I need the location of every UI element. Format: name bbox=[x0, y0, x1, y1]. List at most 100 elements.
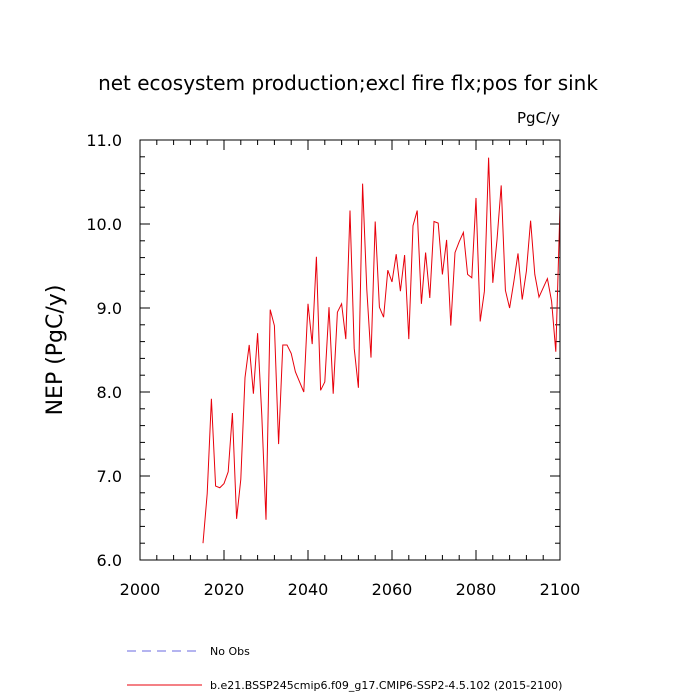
data-point bbox=[471, 277, 473, 279]
data-point bbox=[206, 493, 208, 495]
data-point bbox=[265, 519, 267, 521]
data-point bbox=[416, 210, 418, 212]
data-point bbox=[227, 471, 229, 473]
data-point bbox=[324, 381, 326, 383]
data-point bbox=[500, 185, 502, 187]
data-point bbox=[240, 479, 242, 481]
data-point bbox=[433, 221, 435, 223]
x-tick-label: 2020 bbox=[204, 580, 245, 599]
x-tick-label: 2080 bbox=[456, 580, 497, 599]
data-point bbox=[282, 344, 284, 346]
data-point bbox=[269, 309, 271, 311]
data-point bbox=[526, 270, 528, 272]
data-point bbox=[454, 252, 456, 254]
data-point bbox=[253, 393, 255, 395]
x-tick-label: 2060 bbox=[372, 580, 413, 599]
data-point bbox=[475, 197, 477, 199]
data-point bbox=[278, 443, 280, 445]
data-point bbox=[257, 332, 259, 334]
y-tick-label: 7.0 bbox=[97, 467, 122, 486]
data-point bbox=[555, 351, 557, 353]
data-point bbox=[349, 210, 351, 212]
data-point bbox=[492, 282, 494, 284]
data-point bbox=[303, 391, 305, 393]
data-point bbox=[328, 306, 330, 308]
units-label: PgC/y bbox=[517, 109, 560, 127]
data-point bbox=[521, 299, 523, 301]
data-point bbox=[538, 296, 540, 298]
data-point bbox=[463, 232, 465, 234]
data-point bbox=[358, 387, 360, 389]
y-tick-label: 6.0 bbox=[97, 551, 122, 570]
data-point bbox=[442, 274, 444, 276]
y-tick-label: 9.0 bbox=[97, 299, 122, 318]
data-point bbox=[341, 303, 343, 305]
data-point bbox=[534, 274, 536, 276]
data-point bbox=[450, 325, 452, 327]
data-point bbox=[316, 256, 318, 258]
data-point bbox=[467, 274, 469, 276]
data-point bbox=[219, 487, 221, 489]
data-point bbox=[400, 290, 402, 292]
data-point bbox=[479, 321, 481, 323]
data-point bbox=[307, 303, 309, 305]
data-point bbox=[421, 303, 423, 305]
data-point bbox=[244, 377, 246, 379]
data-point bbox=[383, 316, 385, 318]
data-point bbox=[337, 311, 339, 313]
data-point bbox=[496, 239, 498, 241]
y-tick-label: 10.0 bbox=[86, 215, 122, 234]
data-point bbox=[311, 343, 313, 345]
data-point bbox=[391, 281, 393, 283]
data-point bbox=[345, 338, 347, 340]
chart-title: net ecosystem production;excl fire flx;p… bbox=[98, 71, 598, 95]
data-point bbox=[408, 338, 410, 340]
data-point bbox=[395, 253, 397, 255]
data-point bbox=[513, 281, 515, 283]
data-point bbox=[290, 353, 292, 355]
data-point bbox=[509, 307, 511, 309]
data-point bbox=[332, 393, 334, 395]
data-point bbox=[530, 220, 532, 222]
data-point bbox=[547, 278, 549, 280]
data-point bbox=[404, 254, 406, 256]
data-point bbox=[211, 398, 213, 400]
data-point bbox=[374, 221, 376, 223]
data-point bbox=[425, 252, 427, 254]
data-point bbox=[366, 289, 368, 291]
data-point bbox=[551, 300, 553, 302]
data-point bbox=[353, 348, 355, 350]
data-point bbox=[458, 241, 460, 243]
data-point bbox=[236, 518, 238, 520]
data-point bbox=[320, 390, 322, 392]
x-tick-label: 2100 bbox=[540, 580, 581, 599]
data-point bbox=[202, 542, 204, 544]
y-tick-label: 8.0 bbox=[97, 383, 122, 402]
data-point bbox=[261, 415, 263, 417]
data-point bbox=[412, 225, 414, 227]
data-point bbox=[505, 290, 507, 292]
data-point bbox=[295, 371, 297, 373]
data-point bbox=[248, 344, 250, 346]
data-point bbox=[542, 287, 544, 289]
x-tick-label: 2000 bbox=[120, 580, 161, 599]
data-point bbox=[223, 483, 225, 485]
data-point bbox=[517, 253, 519, 255]
data-point bbox=[387, 269, 389, 271]
data-point bbox=[488, 157, 490, 159]
data-point bbox=[379, 306, 381, 308]
legend-label: No Obs bbox=[210, 645, 250, 658]
series-line bbox=[202, 157, 561, 544]
data-point bbox=[299, 381, 301, 383]
data-point bbox=[446, 239, 448, 241]
data-point bbox=[437, 222, 439, 224]
data-point bbox=[370, 357, 372, 359]
y-axis-label: NEP (PgC/y) bbox=[43, 285, 68, 416]
data-point bbox=[215, 485, 217, 487]
data-point bbox=[274, 325, 276, 327]
x-tick-label: 2040 bbox=[288, 580, 329, 599]
data-point bbox=[484, 290, 486, 292]
y-tick-label: 11.0 bbox=[86, 131, 122, 150]
legend-label: b.e21.BSSP245cmip6.f09_g17.CMIP6-SSP2-4.… bbox=[210, 679, 562, 692]
